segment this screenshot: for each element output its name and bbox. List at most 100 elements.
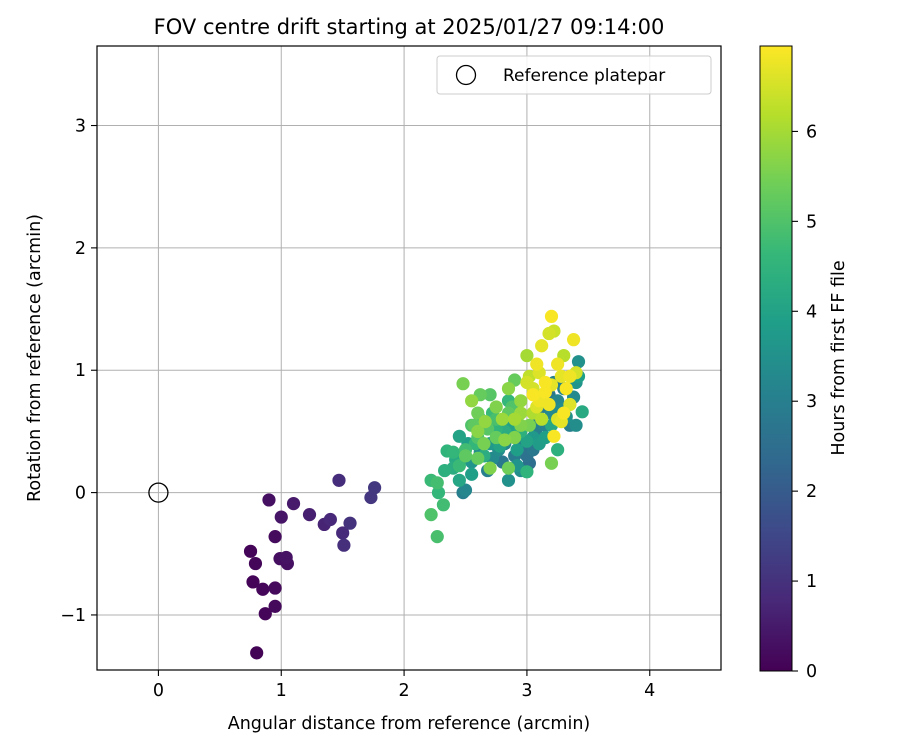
data-point (526, 388, 540, 402)
data-point (520, 465, 534, 479)
y-tick-label: 1 (75, 361, 86, 381)
x-tick-label: 2 (399, 681, 410, 701)
data-point (250, 646, 264, 660)
legend-frame (436, 55, 712, 95)
legend-marker-icon (455, 64, 477, 86)
colorbar-ticks: 0 1 2 3 4 5 6 (792, 122, 817, 682)
data-point (520, 375, 534, 390)
x-axis-ticks: 0 1 2 3 4 (153, 670, 655, 701)
data-point (483, 461, 497, 475)
data-point (452, 459, 466, 473)
colorbar-tick-label: 5 (806, 212, 817, 232)
data-point (337, 538, 351, 552)
data-point (430, 530, 444, 544)
data-point (535, 339, 549, 353)
data-point (557, 406, 571, 420)
data-point (538, 385, 552, 399)
legend: Reference platepar (436, 55, 712, 95)
data-point (471, 451, 485, 465)
x-tick-label: 3 (521, 681, 532, 701)
data-point (478, 415, 492, 429)
y-tick-label: 2 (75, 239, 86, 259)
data-point (575, 405, 589, 419)
data-point (336, 526, 350, 540)
data-point (279, 550, 293, 565)
colorbar-tick-label: 2 (806, 482, 817, 502)
data-point (535, 412, 549, 426)
data-point (569, 418, 583, 432)
x-tick-label: 1 (276, 681, 287, 701)
y-tick-label: 0 (75, 484, 86, 504)
y-axis-label: Rotation from reference (arcmin) (25, 214, 45, 502)
data-point (566, 333, 581, 347)
y-tick-label: −1 (60, 606, 86, 626)
reference-platepar-marker (148, 482, 169, 503)
data-point (465, 394, 479, 408)
data-point (262, 493, 276, 507)
data-point (302, 508, 317, 522)
data-point (510, 443, 524, 457)
grid (97, 46, 721, 670)
data-point (424, 508, 438, 522)
data-points (243, 309, 589, 660)
data-point (436, 498, 450, 512)
data-point (501, 381, 516, 396)
data-point (368, 481, 382, 495)
x-tick-label: 0 (153, 681, 164, 701)
data-point (530, 357, 544, 371)
data-point (431, 485, 446, 500)
data-point (243, 544, 258, 558)
x-tick-label: 4 (644, 681, 655, 701)
data-point (268, 530, 282, 544)
data-point (268, 581, 282, 595)
data-point (471, 406, 485, 420)
reference-marker-group (148, 482, 169, 503)
data-point (248, 556, 263, 571)
data-point (538, 375, 552, 390)
data-point (520, 348, 534, 363)
colorbar-label: Hours from first FF file (829, 260, 849, 455)
colorbar-tick-label: 6 (806, 122, 817, 142)
data-point (332, 473, 346, 487)
colorbar (759, 45, 793, 672)
data-point (559, 381, 573, 396)
data-point (446, 445, 460, 459)
data-point (268, 599, 282, 613)
x-axis-label: Angular distance from reference (arcmin) (228, 714, 591, 734)
data-point (544, 456, 559, 470)
data-point (542, 397, 556, 412)
data-point (286, 497, 301, 511)
data-point (430, 476, 444, 490)
data-point (501, 473, 516, 487)
legend-entry-reference-platepar: Reference platepar (503, 66, 665, 86)
data-point (563, 369, 577, 383)
data-point (551, 443, 565, 457)
data-point (571, 355, 586, 369)
colorbar-tick-label: 4 (806, 302, 817, 322)
data-point (458, 483, 473, 497)
data-point (520, 434, 534, 448)
data-point (547, 429, 561, 443)
data-point (343, 516, 357, 530)
colorbar-tick-label: 1 (806, 572, 817, 592)
data-point (323, 512, 337, 527)
data-point (489, 400, 503, 414)
y-tick-label: 3 (75, 117, 86, 137)
data-point (258, 607, 272, 621)
data-point (544, 309, 559, 323)
data-point (501, 461, 516, 475)
data-point (551, 357, 565, 371)
y-axis-ticks: −1 0 1 2 3 (60, 117, 97, 626)
data-point (471, 424, 485, 439)
plot-frame (96, 45, 722, 671)
data-point (514, 394, 528, 408)
data-point (483, 388, 497, 402)
data-point (246, 575, 260, 589)
data-point (458, 449, 473, 463)
data-point (452, 473, 466, 487)
data-point (438, 463, 452, 478)
colorbar-tick-label: 3 (806, 392, 817, 412)
data-point (508, 412, 522, 426)
data-point (542, 326, 556, 341)
